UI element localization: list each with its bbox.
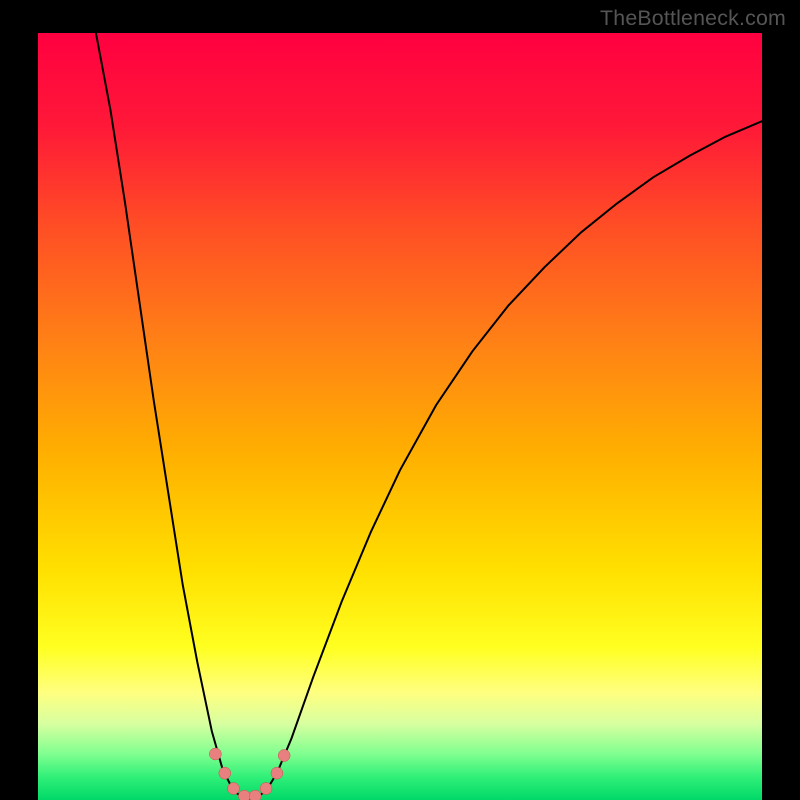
chart-container: TheBottleneck.com bbox=[0, 0, 800, 800]
valley-marker bbox=[278, 750, 290, 762]
attribution-text: TheBottleneck.com bbox=[600, 6, 786, 31]
valley-marker bbox=[260, 783, 272, 795]
valley-marker bbox=[238, 790, 250, 800]
valley-marker bbox=[271, 767, 283, 779]
valley-marker bbox=[219, 767, 231, 779]
valley-marker bbox=[227, 783, 239, 795]
bottleneck-curve-chart bbox=[0, 0, 800, 800]
valley-marker bbox=[249, 790, 261, 800]
plot-gradient-background bbox=[38, 33, 762, 800]
valley-marker bbox=[209, 748, 221, 760]
